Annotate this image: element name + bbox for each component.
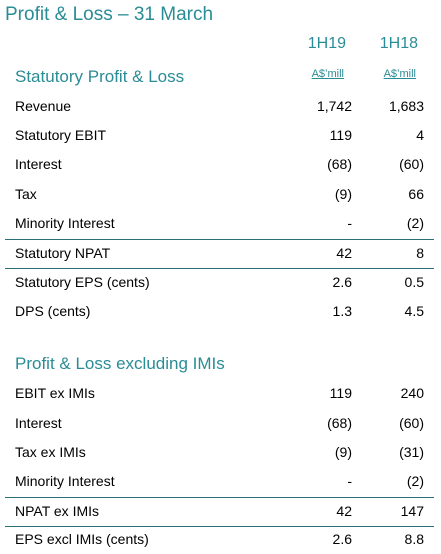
unit-label-1h19: A$’mill [311,68,344,80]
table-row: Interest (68) (60) [0,410,441,439]
row-label: Revenue [15,98,72,114]
table-row: Tax ex IMIs (9) (31) [0,439,441,468]
row-value-1h18: (2) [406,215,424,231]
row-value-1h19: (68) [327,415,352,431]
row-label: Statutory EPS (cents) [15,274,150,290]
row-value-1h19: 119 [329,385,352,401]
row-label: EBIT ex IMIs [15,385,95,401]
row-value-1h18: 0.5 [404,274,424,290]
unit-label-1h18: A$’mill [383,68,416,80]
row-value-1h19: 42 [336,245,352,261]
row-value-1h18: (60) [399,415,424,431]
total-rule-bottom [5,268,434,269]
row-label: Statutory NPAT [15,245,111,261]
row-value-1h18: 66 [408,186,424,202]
row-value-1h19: 1,742 [316,98,352,114]
section-title-excluding-imis: Profit & Loss excluding IMIs [15,354,225,373]
table-row: Revenue 1,742 1,683 [0,93,441,122]
table-row: NPAT ex IMIs 42 147 [0,498,441,527]
row-label: Statutory EBIT [15,127,107,143]
row-label: Interest [15,415,62,431]
table-row: Minority Interest - (2) [0,468,441,497]
row-value-1h18: 1,683 [388,98,424,114]
table-row: Minority Interest - (2) [0,210,441,239]
table-row: Interest (68) (60) [0,151,441,180]
row-value-1h18: 4.5 [404,303,424,319]
row-label: EPS excl IMIs (cents) [15,531,149,547]
row-value-1h19: 42 [336,503,352,519]
row-value-1h19: 2.6 [332,531,352,547]
row-value-1h18: 240 [400,385,424,401]
row-value-1h19: (68) [327,156,352,172]
row-value-1h18: (31) [399,444,424,460]
row-value-1h19: - [347,215,352,231]
row-value-1h18: (60) [399,156,424,172]
table-row: Tax (9) 66 [0,181,441,210]
row-label: Tax [15,186,37,202]
table-row: Statutory EPS (cents) 2.6 0.5 [0,269,441,298]
total-rule-bottom [5,526,434,527]
total-rule-top [5,497,434,498]
row-value-1h19: 1.3 [332,303,352,319]
row-value-1h19: (9) [334,186,352,202]
row-label: Minority Interest [15,215,115,231]
table-row: DPS (cents) 1.3 4.5 [0,298,441,327]
row-value-1h19: (9) [334,444,352,460]
row-label: Interest [15,156,62,172]
column-header-1h18: 1H18 [379,35,418,52]
page-title: Profit & Loss – 31 March [5,4,214,25]
row-label: NPAT ex IMIs [15,503,100,519]
row-label: DPS (cents) [15,303,91,319]
row-value-1h18: 8.8 [404,531,424,547]
row-label: Minority Interest [15,473,115,489]
row-value-1h18: (2) [406,473,424,489]
table-row: Statutory NPAT 42 8 [0,240,441,269]
table-row: Statutory EBIT 119 4 [0,122,441,151]
row-label: Tax ex IMIs [15,444,86,460]
table-row: EBIT ex IMIs 119 240 [0,380,441,409]
row-value-1h18: 147 [400,503,424,519]
row-value-1h19: 2.6 [332,274,352,290]
row-value-1h18: 4 [416,127,424,143]
section-title-statutory: Statutory Profit & Loss [15,67,185,86]
row-value-1h19: 119 [329,127,352,143]
table-row: EPS excl IMIs (cents) 2.6 8.8 [0,526,441,554]
total-rule-top [5,239,434,240]
row-value-1h19: - [347,473,352,489]
row-value-1h18: 8 [416,245,424,261]
column-header-1h19: 1H19 [307,35,346,52]
